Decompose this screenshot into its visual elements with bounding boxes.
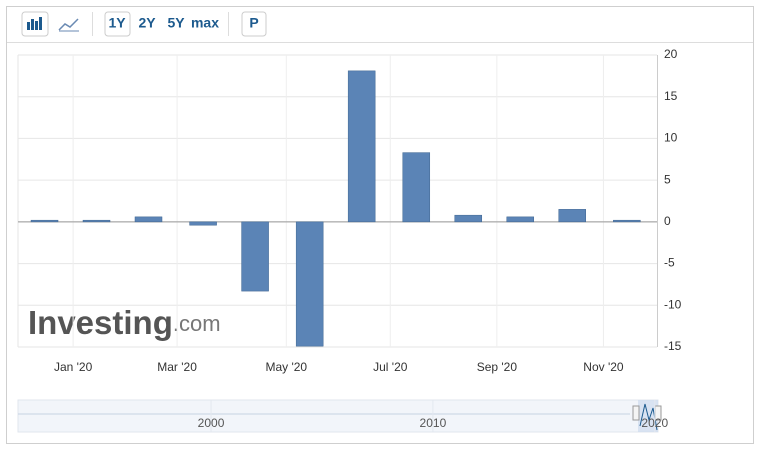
y-tick-label: -15 bbox=[664, 339, 682, 353]
x-tick-label: Sep '20 bbox=[477, 360, 518, 374]
y-tick-label: -5 bbox=[664, 256, 675, 270]
bar-icon[interactable] bbox=[21, 11, 49, 37]
bar bbox=[189, 221, 217, 226]
bar bbox=[454, 214, 483, 223]
watermark-suffix: .com bbox=[173, 311, 221, 336]
bar bbox=[402, 152, 431, 223]
bar bbox=[241, 221, 269, 292]
x-tick-label: Jan '20 bbox=[54, 360, 93, 374]
bar bbox=[134, 216, 163, 223]
range-button[interactable]: 5Y bbox=[167, 15, 185, 31]
x-tick-label: Nov '20 bbox=[583, 360, 624, 374]
navigator-tick-label: 2020 bbox=[641, 416, 668, 430]
bar bbox=[347, 70, 376, 223]
x-tick-label: May '20 bbox=[265, 360, 307, 374]
navigator-handle[interactable] bbox=[632, 405, 640, 421]
range-button[interactable]: 1Y bbox=[108, 15, 126, 31]
range-button[interactable]: max bbox=[191, 15, 219, 31]
navigator-tick-label: 2000 bbox=[198, 416, 225, 430]
x-tick-label: Jul '20 bbox=[373, 360, 408, 374]
bar bbox=[613, 219, 641, 223]
line-icon[interactable] bbox=[58, 18, 79, 32]
y-tick-label: 0 bbox=[664, 214, 671, 228]
y-tick-label: 20 bbox=[664, 47, 678, 61]
bar bbox=[506, 216, 535, 223]
bar bbox=[30, 219, 59, 223]
bar bbox=[82, 219, 111, 223]
bar bbox=[295, 221, 324, 347]
y-tick-label: 10 bbox=[664, 131, 678, 145]
button-frame bbox=[104, 11, 131, 37]
navigator-tick-label: 2010 bbox=[420, 416, 447, 430]
y-tick-label: 5 bbox=[664, 172, 671, 186]
watermark-brand: Investing bbox=[28, 304, 173, 341]
watermark: Investing.com bbox=[28, 304, 221, 341]
navigator[interactable] bbox=[17, 399, 659, 433]
frame bbox=[6, 6, 754, 444]
bar bbox=[558, 209, 587, 223]
range-button[interactable]: 2Y bbox=[138, 15, 156, 31]
x-tick-label: Mar '20 bbox=[157, 360, 197, 374]
button-frame bbox=[241, 11, 267, 37]
period-button[interactable]: P bbox=[249, 15, 258, 31]
y-tick-label: 15 bbox=[664, 89, 678, 103]
y-tick-label: -10 bbox=[664, 297, 682, 311]
